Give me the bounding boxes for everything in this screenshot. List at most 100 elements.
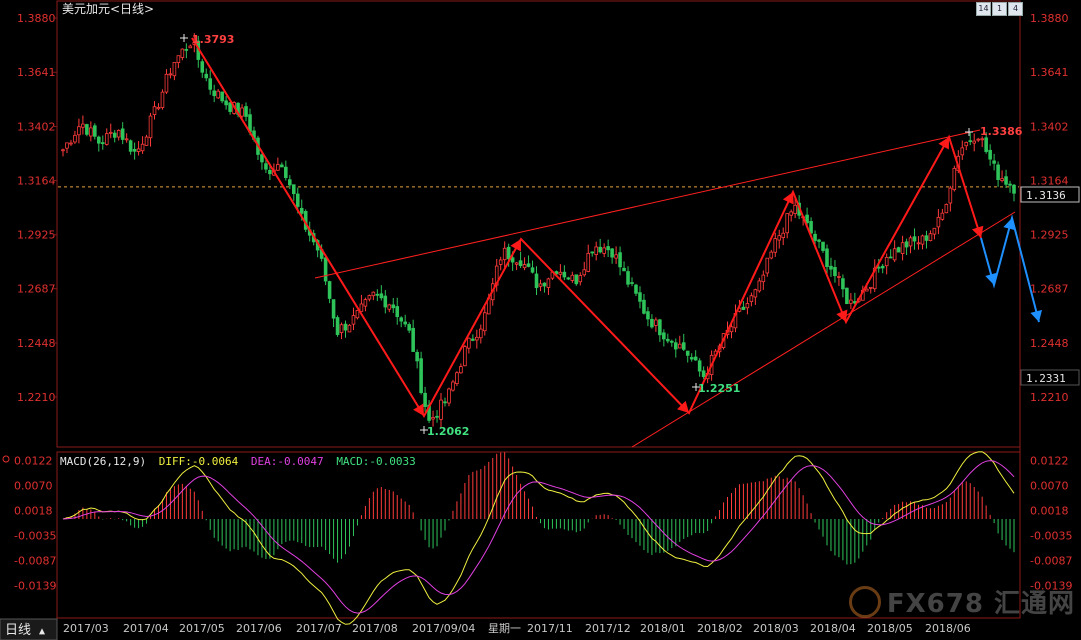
annotation-low-2017: 1.2062 xyxy=(427,425,469,438)
price-y-tick-left: 1.2448 xyxy=(17,337,56,350)
candle-body xyxy=(634,284,638,294)
x-axis-label: 2018/04 xyxy=(810,622,856,635)
candle-body xyxy=(112,132,117,138)
x-axis-label: 2017/11 xyxy=(527,622,573,635)
candle-body xyxy=(160,91,165,108)
candle-body xyxy=(789,211,793,216)
candle-body xyxy=(136,148,141,152)
candle-body xyxy=(156,107,161,110)
candle-body xyxy=(439,399,443,420)
macd-header: MACD(26,12,9) DIFF:-0.0064 DEA:-0.0047 M… xyxy=(60,455,416,468)
candle-body xyxy=(757,280,762,292)
candle-body xyxy=(988,149,992,160)
candle-body xyxy=(924,235,929,241)
candle-body xyxy=(530,267,535,273)
macd-y-tick-right: -0.0087 xyxy=(1030,555,1072,568)
annotation-low-2018: 1.2251 xyxy=(698,382,740,395)
x-axis-label: 星期一 xyxy=(488,622,521,635)
toolbar-button-1[interactable]: 14 xyxy=(976,2,991,16)
upper-trendline xyxy=(314,129,981,279)
candle-body xyxy=(284,166,288,178)
candle-body xyxy=(498,259,503,265)
candle-body xyxy=(876,266,881,269)
candle-body xyxy=(538,283,543,287)
candle-body xyxy=(172,61,177,77)
candle-body xyxy=(97,136,101,144)
window-title: 美元加元<日线> xyxy=(62,2,154,16)
candle-body xyxy=(168,73,173,76)
candle-body xyxy=(912,236,917,242)
period-tab-label[interactable]: 日线 xyxy=(5,623,31,638)
period-tab-arrow-icon[interactable]: ▲ xyxy=(39,626,45,637)
x-axis-label: 2018/06 xyxy=(925,622,971,635)
price-y-tick-left: 1.2925 xyxy=(17,229,56,242)
candle-body xyxy=(260,154,264,163)
price-y-tick-right: 1.2687 xyxy=(1030,283,1069,296)
candle-body xyxy=(566,277,571,280)
candle-body xyxy=(761,274,766,283)
candle-body xyxy=(180,48,185,58)
candle-body xyxy=(697,360,702,372)
candle-body xyxy=(793,204,797,215)
toolbar-button-2[interactable]: 1 xyxy=(992,2,1007,16)
candle-body xyxy=(884,256,889,267)
candle-body xyxy=(77,126,81,136)
candle-body xyxy=(562,271,567,278)
candle-body xyxy=(471,338,475,341)
candle-body xyxy=(526,263,531,267)
candle-body xyxy=(880,265,885,269)
candle-body xyxy=(224,100,228,106)
candle-body xyxy=(399,317,404,322)
candle-body xyxy=(968,140,973,143)
zigzag-arrows xyxy=(180,34,1043,434)
candle-body xyxy=(868,286,873,289)
candle-body xyxy=(347,324,352,333)
period-tab[interactable] xyxy=(0,618,58,640)
macd-y-tick-right: -0.0035 xyxy=(1030,530,1072,543)
candle-body xyxy=(61,149,65,152)
x-axis-label: 2018/02 xyxy=(697,622,743,635)
panel-marker-icon xyxy=(2,455,10,463)
candle-body xyxy=(89,127,93,137)
candle-body xyxy=(387,304,392,310)
candle-body xyxy=(1012,184,1016,194)
candle-body xyxy=(1008,183,1012,186)
candle-body xyxy=(554,271,559,275)
candle-body xyxy=(598,246,602,253)
candle-body xyxy=(411,327,415,352)
candle-body xyxy=(415,351,419,362)
candle-body xyxy=(534,273,539,289)
candle-body xyxy=(948,187,953,204)
candle-body xyxy=(343,323,348,331)
candle-body xyxy=(291,184,296,195)
macd-macd-readout: MACD:-0.0033 xyxy=(336,455,415,468)
x-axis-label: 2017/04 xyxy=(123,622,169,635)
candle-body xyxy=(685,350,690,356)
candle-body xyxy=(872,267,877,290)
candle-body xyxy=(276,164,280,171)
candle-body xyxy=(773,238,778,253)
candle-body xyxy=(327,281,332,299)
candle-body xyxy=(351,315,356,325)
candle-body xyxy=(132,148,137,152)
annotation-high-2018: 1.3386 xyxy=(980,125,1023,138)
candle-body xyxy=(355,310,360,319)
toolbar-button-3[interactable]: 4 xyxy=(1008,2,1023,16)
candle-body xyxy=(435,415,439,418)
candle-body xyxy=(518,260,523,267)
candle-body xyxy=(765,257,770,274)
candle-body xyxy=(940,212,945,220)
candle-body xyxy=(244,106,248,117)
candle-body xyxy=(741,306,746,310)
candle-body xyxy=(622,267,626,272)
candle-body xyxy=(371,291,376,297)
candle-body xyxy=(666,338,670,342)
candle-body xyxy=(916,242,921,245)
candle-body xyxy=(594,246,598,256)
red-zigzag-arrow-head xyxy=(782,192,794,205)
candle-body xyxy=(654,319,658,326)
candle-body xyxy=(482,312,487,332)
dea-line xyxy=(62,460,1015,614)
candle-body xyxy=(638,292,642,302)
